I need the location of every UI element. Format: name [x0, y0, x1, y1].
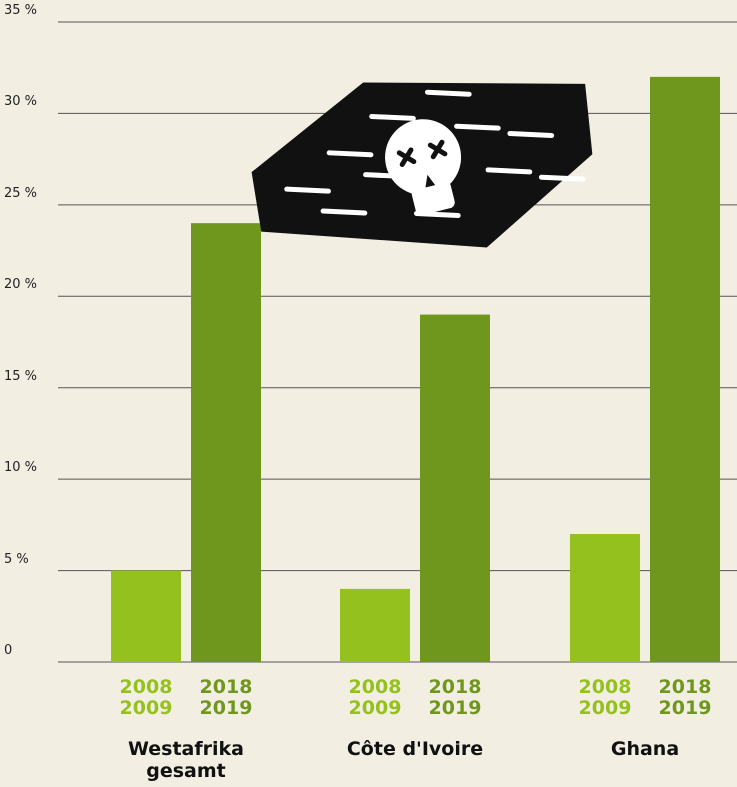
bar	[191, 223, 261, 662]
bar	[420, 315, 490, 662]
chart-canvas	[0, 0, 737, 787]
y-tick-label: 5 %	[4, 552, 29, 567]
series-label: 2018 2019	[420, 677, 490, 719]
category-label: Côte d'Ivoire	[335, 738, 495, 760]
y-tick-label: 0	[4, 643, 12, 658]
series-label: 2008 2009	[340, 677, 410, 719]
y-tick-label: 20 %	[4, 277, 37, 292]
y-tick-label: 25 %	[4, 186, 37, 201]
category-label: Ghana	[565, 738, 725, 760]
category-label: Westafrika gesamt	[106, 738, 266, 782]
chocolate-illustration	[232, 30, 618, 299]
y-tick-label: 30 %	[4, 94, 37, 109]
bar	[570, 534, 640, 662]
series-label: 2008 2009	[570, 677, 640, 719]
y-tick-label: 10 %	[4, 460, 37, 475]
y-tick-label: 35 %	[4, 3, 37, 18]
series-label: 2018 2019	[191, 677, 261, 719]
bar	[111, 571, 181, 662]
series-label: 2008 2009	[111, 677, 181, 719]
y-tick-label: 15 %	[4, 369, 37, 384]
series-label: 2018 2019	[650, 677, 720, 719]
bar	[650, 77, 720, 662]
bar	[340, 589, 410, 662]
chart: 05 %10 %15 %20 %25 %30 %35 %2008 2009201…	[0, 0, 737, 787]
